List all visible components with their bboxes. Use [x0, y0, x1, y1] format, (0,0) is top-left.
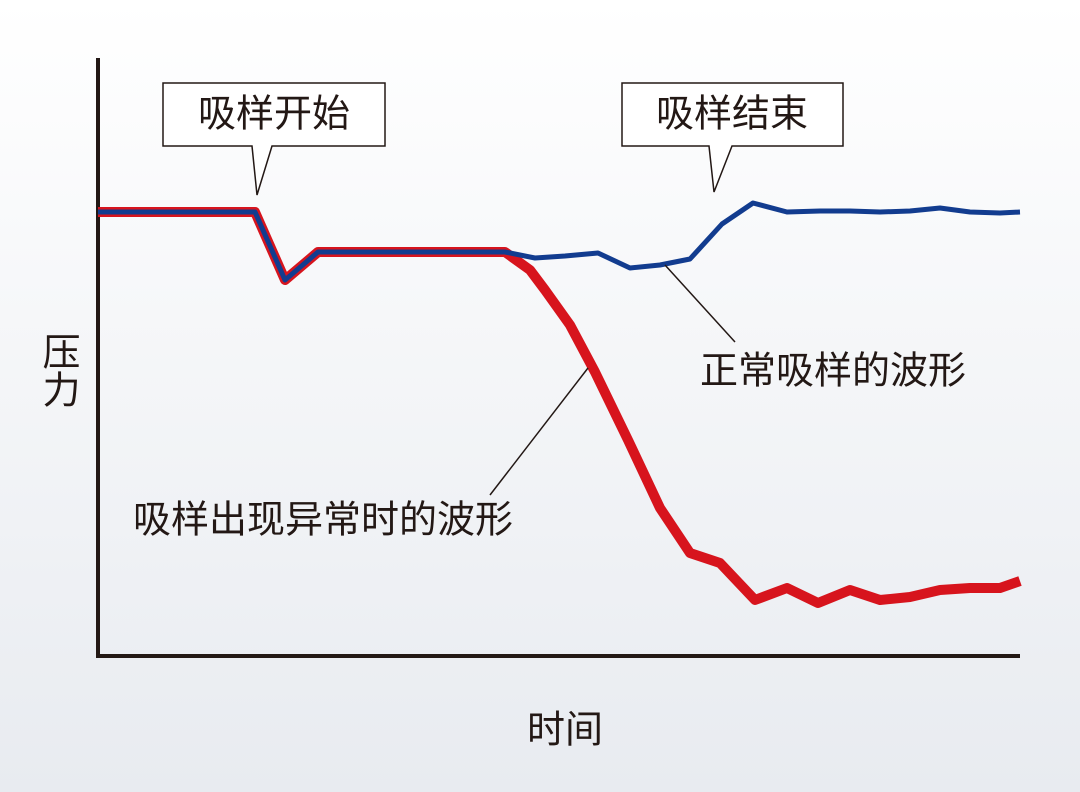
callout-end: 吸样结束: [656, 92, 808, 136]
callout-box: [162, 82, 386, 196]
normal-label: 正常吸样的波形: [700, 349, 966, 393]
y-axis-label: 压力: [36, 332, 80, 408]
x-axis-label: 时间: [527, 708, 603, 752]
leader-normal: [664, 264, 736, 343]
normal-curve: [98, 200, 1021, 283]
abnormal-label: 吸样出现异常时的波形: [133, 498, 513, 542]
leaders: [489, 264, 736, 496]
callout-box: [621, 82, 844, 193]
leader-abnormal: [489, 367, 589, 496]
callout-start: 吸样开始: [198, 92, 350, 136]
axes: [96, 58, 1020, 658]
